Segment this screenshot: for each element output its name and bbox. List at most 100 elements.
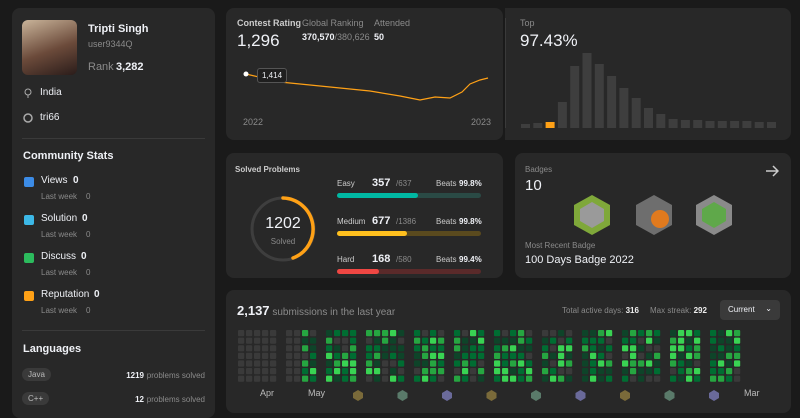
- heat-cell: [334, 368, 341, 375]
- heat-cell: [414, 337, 421, 344]
- heat-cell: [286, 375, 293, 382]
- month-badge: [397, 390, 408, 401]
- solved-ring: [250, 196, 316, 262]
- distribution-bar: [607, 76, 617, 128]
- heat-cell: [518, 330, 525, 337]
- heat-cell: [606, 345, 613, 352]
- period-dropdown[interactable]: Current ⌄: [720, 300, 780, 320]
- heat-cell: [566, 360, 573, 367]
- heat-cell: [590, 368, 597, 375]
- heat-cell: [710, 330, 717, 337]
- stat-sub-value: 0: [86, 192, 91, 201]
- heat-cell: [678, 345, 685, 352]
- streak-value: 292: [693, 306, 707, 315]
- heat-cell: [342, 330, 349, 337]
- heat-cell: [478, 375, 485, 382]
- heat-cell: [294, 375, 301, 382]
- heat-cell: [238, 337, 245, 344]
- heat-cell: [238, 368, 245, 375]
- heat-cell: [670, 360, 677, 367]
- arrow-button[interactable]: [765, 165, 779, 177]
- heat-cell: [246, 375, 253, 382]
- username: user9344Q: [88, 39, 133, 49]
- distribution-bar: [644, 108, 653, 128]
- distribution-bar: [730, 121, 740, 128]
- heat-cell: [334, 352, 341, 359]
- distribution-bar: [545, 122, 555, 128]
- heat-cell: [310, 330, 317, 337]
- heat-cell: [342, 337, 349, 344]
- top-card: Top 97.43%: [505, 8, 791, 140]
- month-badge: [353, 390, 363, 401]
- heat-cell: [494, 368, 501, 375]
- submission-header: 2,137 submissions in the last year: [237, 303, 395, 318]
- heat-cell: [326, 360, 333, 367]
- heat-cell: [462, 360, 469, 367]
- heat-cell: [390, 368, 397, 375]
- distribution-bar: [557, 102, 567, 128]
- tooltip: 1,414: [257, 68, 288, 83]
- heat-cell: [350, 330, 357, 337]
- heat-cell: [294, 337, 301, 344]
- heat-cell: [310, 337, 317, 344]
- heat-cell: [302, 375, 309, 382]
- rating: 1,296: [237, 31, 280, 50]
- heat-cell: [686, 345, 693, 352]
- heat-cell: [334, 360, 341, 367]
- heat-cell: [566, 337, 573, 344]
- heat-cell: [374, 330, 381, 337]
- heat-cell: [374, 337, 381, 344]
- heat-cell: [350, 352, 357, 359]
- submissions-card: 2,137 submissions in the last year Total…: [226, 290, 791, 413]
- heat-cell: [694, 345, 701, 352]
- heat-cell: [390, 375, 397, 382]
- heat-cell: [262, 345, 269, 352]
- heat-cell: [734, 360, 741, 367]
- divider: [22, 138, 205, 139]
- heat-cell: [246, 368, 253, 375]
- heat-cell: [694, 360, 701, 367]
- month-badge: [442, 390, 452, 401]
- language-count: 1219: [126, 371, 144, 380]
- heat-cell: [342, 360, 349, 367]
- heat-cell: [718, 360, 725, 367]
- section-title: Community Stats: [23, 150, 114, 162]
- heat-cell: [542, 352, 549, 359]
- heat-cell: [438, 368, 445, 375]
- month-badge: [575, 390, 586, 401]
- heat-cell: [654, 368, 661, 375]
- heat-cell: [606, 375, 613, 382]
- solved-card: Solved Problems 1202 Solved Easy 357/637 B…: [226, 153, 503, 278]
- sidebar: Tripti Singh user9344Q Rank 3,282 India …: [12, 8, 215, 418]
- heat-cell: [326, 375, 333, 382]
- heat-cell: [598, 360, 605, 367]
- stat-value: 0: [94, 289, 100, 300]
- heat-cell: [510, 368, 517, 375]
- heat-cell: [518, 337, 525, 344]
- heat-cell: [710, 352, 717, 359]
- heat-cell: [502, 352, 509, 359]
- heat-cell: [422, 368, 429, 375]
- heat-cell: [694, 375, 701, 382]
- heat-cell: [390, 360, 397, 367]
- github[interactable]: tri66: [40, 112, 60, 123]
- stat-sub-label: Last week: [41, 306, 78, 315]
- heat-cell: [550, 330, 557, 337]
- heat-cell: [550, 337, 557, 344]
- heat-cell: [462, 352, 469, 359]
- heat-cell: [438, 375, 445, 382]
- heat-cell: [254, 352, 261, 359]
- heat-cell: [630, 352, 637, 359]
- distribution-bar: [754, 122, 764, 128]
- heat-cell: [654, 345, 661, 352]
- distribution-bar: [594, 64, 604, 128]
- heat-cell: [622, 360, 629, 367]
- heat-cell: [390, 330, 397, 337]
- heat-cell: [494, 375, 501, 382]
- heat-cell: [630, 345, 637, 352]
- solved-total-label: Solved: [270, 237, 296, 246]
- heat-cell: [622, 375, 629, 382]
- heat-cell: [270, 352, 277, 359]
- heat-cell: [238, 330, 245, 337]
